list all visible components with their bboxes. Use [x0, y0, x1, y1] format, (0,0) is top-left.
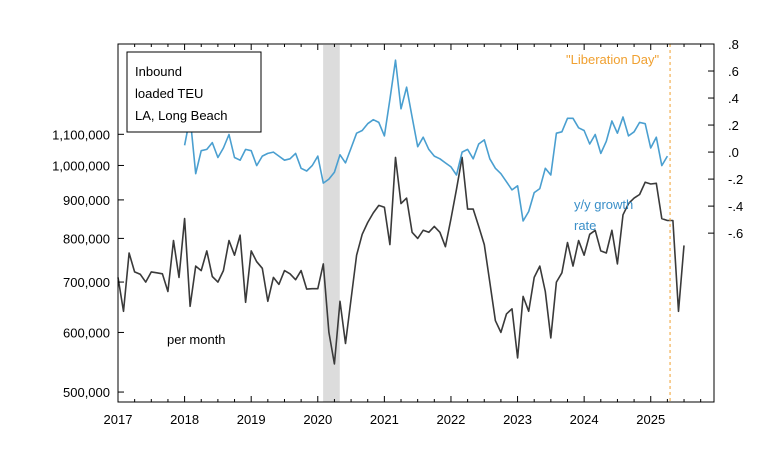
legend-box: Inbound loaded TEU LA, Long Beach — [126, 51, 262, 133]
x-tick-label: 2020 — [303, 412, 332, 427]
left-tick-label: 600,000 — [63, 325, 110, 340]
legend-line-1: Inbound — [135, 64, 182, 79]
legend-line-3: LA, Long Beach — [135, 108, 228, 123]
yoy-label-line-2: rate — [574, 218, 596, 233]
x-tick-label: 2024 — [570, 412, 599, 427]
plot-frame — [117, 43, 715, 403]
left-tick-label: 1,100,000 — [52, 127, 110, 142]
series-line-yoy-growth — [183, 59, 669, 222]
right-tick-label: .4 — [728, 91, 739, 106]
x-tick-label: 2025 — [636, 412, 665, 427]
series-layer — [117, 59, 685, 365]
right-tick-label: .8 — [728, 37, 739, 52]
right-tick-label: -.6 — [728, 226, 743, 241]
yoy-label-line-1: y/y growth — [574, 197, 633, 212]
x-tick-label: 2017 — [104, 412, 133, 427]
right-tick-label: .0 — [728, 145, 739, 160]
left-tick-label: 700,000 — [63, 275, 110, 290]
right-tick-label: -.4 — [728, 199, 743, 214]
level-label: per month — [167, 332, 226, 347]
left-axis: 500,000 600,000 700,000 800,000 900,000 1,000… — [52, 127, 124, 400]
legend-line-2: loaded TEU — [135, 86, 203, 101]
right-tick-label: .2 — [728, 118, 739, 133]
right-tick-label: .6 — [728, 64, 739, 79]
x-tick-label: 2023 — [503, 412, 532, 427]
left-tick-label: 800,000 — [63, 231, 110, 246]
left-tick-label: 900,000 — [63, 193, 110, 208]
x-tick-label: 2021 — [370, 412, 399, 427]
left-tick-label: 500,000 — [63, 385, 110, 400]
x-tick-label: 2022 — [436, 412, 465, 427]
legend-frame — [126, 51, 262, 133]
x-axis: 2017 2018 2019 2020 2021 2022 2023 2024 2025 — [104, 44, 702, 427]
event-label: "Liberation Day" — [566, 52, 659, 67]
x-tick-label: 2018 — [170, 412, 199, 427]
right-axis: .8 .6 .4 .2 .0 -.2 -.4 -.6 — [708, 37, 743, 241]
series-line-teu-per-month — [117, 156, 685, 365]
right-tick-label: -.2 — [728, 172, 743, 187]
x-tick-label: 2019 — [237, 412, 266, 427]
left-tick-label: 1,000,000 — [52, 158, 110, 173]
